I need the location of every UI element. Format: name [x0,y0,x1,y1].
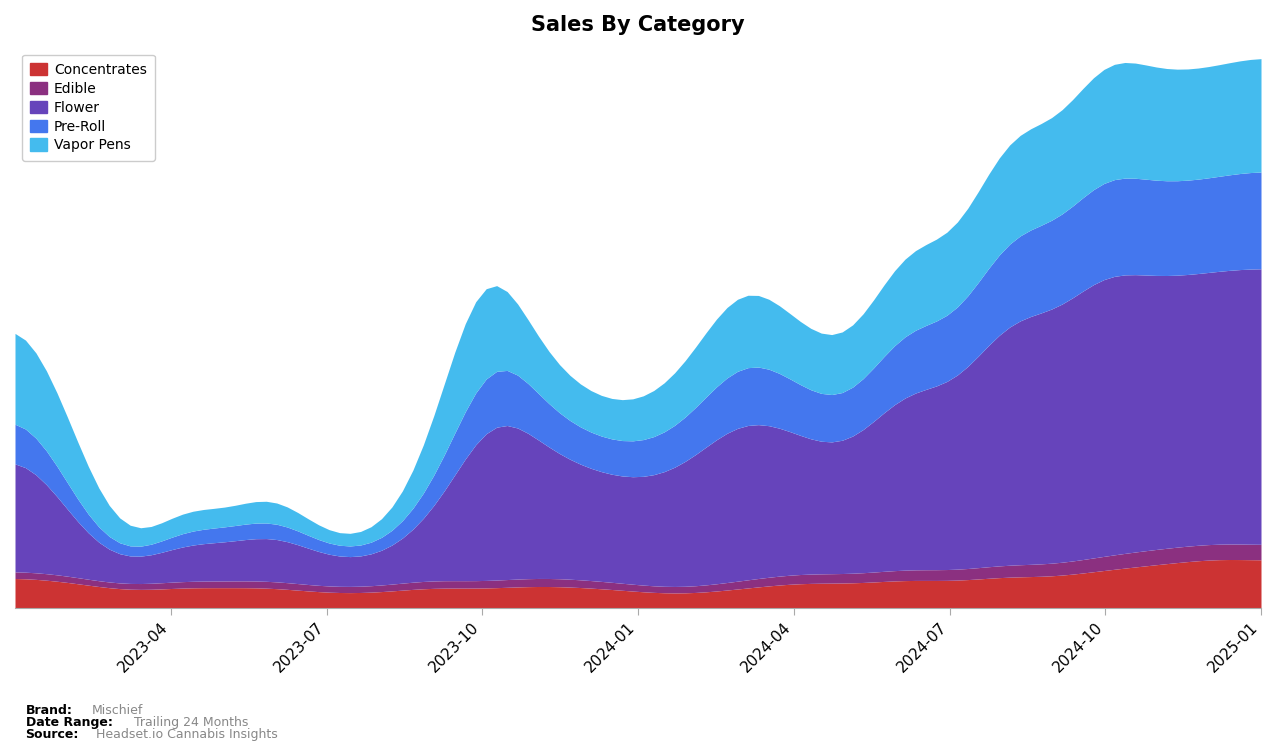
Text: Mischief: Mischief [92,704,143,717]
Text: Date Range:: Date Range: [26,716,112,729]
Text: Headset.io Cannabis Insights: Headset.io Cannabis Insights [96,728,277,741]
Title: Sales By Category: Sales By Category [531,15,745,35]
Text: Brand:: Brand: [26,704,73,717]
Text: Trailing 24 Months: Trailing 24 Months [134,716,249,729]
Text: Source:: Source: [26,728,79,741]
Legend: Concentrates, Edible, Flower, Pre-Roll, Vapor Pens: Concentrates, Edible, Flower, Pre-Roll, … [22,55,156,161]
